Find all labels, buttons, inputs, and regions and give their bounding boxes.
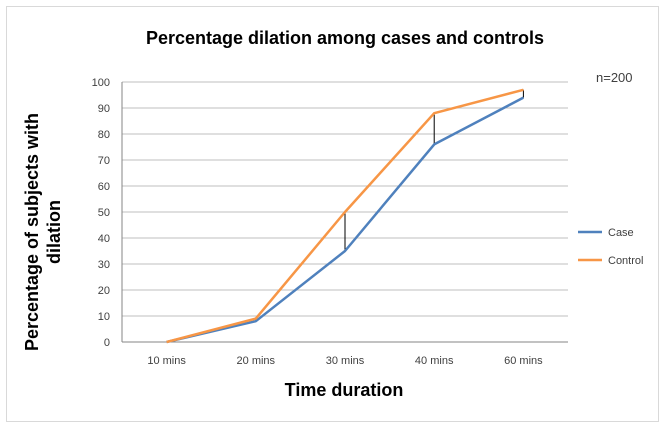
series-lines [166, 88, 524, 344]
series-line-case [166, 96, 524, 344]
y-tick-label: 20 [98, 285, 110, 297]
x-tick-label: 40 mins [415, 355, 454, 367]
x-axis-ticks: 10 mins 20 mins 30 mins 40 mins 60 mins [147, 355, 543, 367]
y-tick-label: 50 [98, 207, 110, 219]
x-tick-label: 30 mins [326, 355, 365, 367]
y-axis-title-line-2: dilation [44, 200, 64, 264]
y-tick-label: 0 [104, 337, 110, 349]
gridlines [121, 81, 568, 343]
y-axis-title-line-1: Percentage of subjects with [22, 113, 42, 351]
x-tick-label: 60 mins [504, 355, 543, 367]
y-tick-label: 60 [98, 181, 110, 193]
y-tick-label: 30 [98, 259, 110, 271]
legend-label: Control [608, 255, 643, 267]
legend: Case Control [578, 227, 643, 267]
y-tick-label: 100 [92, 77, 110, 89]
x-axis-title: Time duration [285, 380, 404, 400]
chart-frame [6, 6, 659, 422]
y-tick-label: 90 [98, 103, 110, 115]
chart-title: Percentage dilation among cases and cont… [146, 28, 544, 48]
series-line-control [166, 88, 524, 344]
sample-size-annotation: n=200 [596, 70, 633, 85]
x-tick-label: 10 mins [147, 355, 186, 367]
y-axis-ticks: 0 10 20 30 40 50 60 70 80 90 100 [92, 77, 110, 349]
y-tick-label: 10 [98, 311, 110, 323]
y-tick-label: 70 [98, 155, 110, 167]
y-tick-label: 40 [98, 233, 110, 245]
y-tick-label: 80 [98, 129, 110, 141]
difference-bars [255, 89, 524, 322]
legend-label: Case [608, 227, 634, 239]
x-tick-label: 20 mins [237, 355, 276, 367]
